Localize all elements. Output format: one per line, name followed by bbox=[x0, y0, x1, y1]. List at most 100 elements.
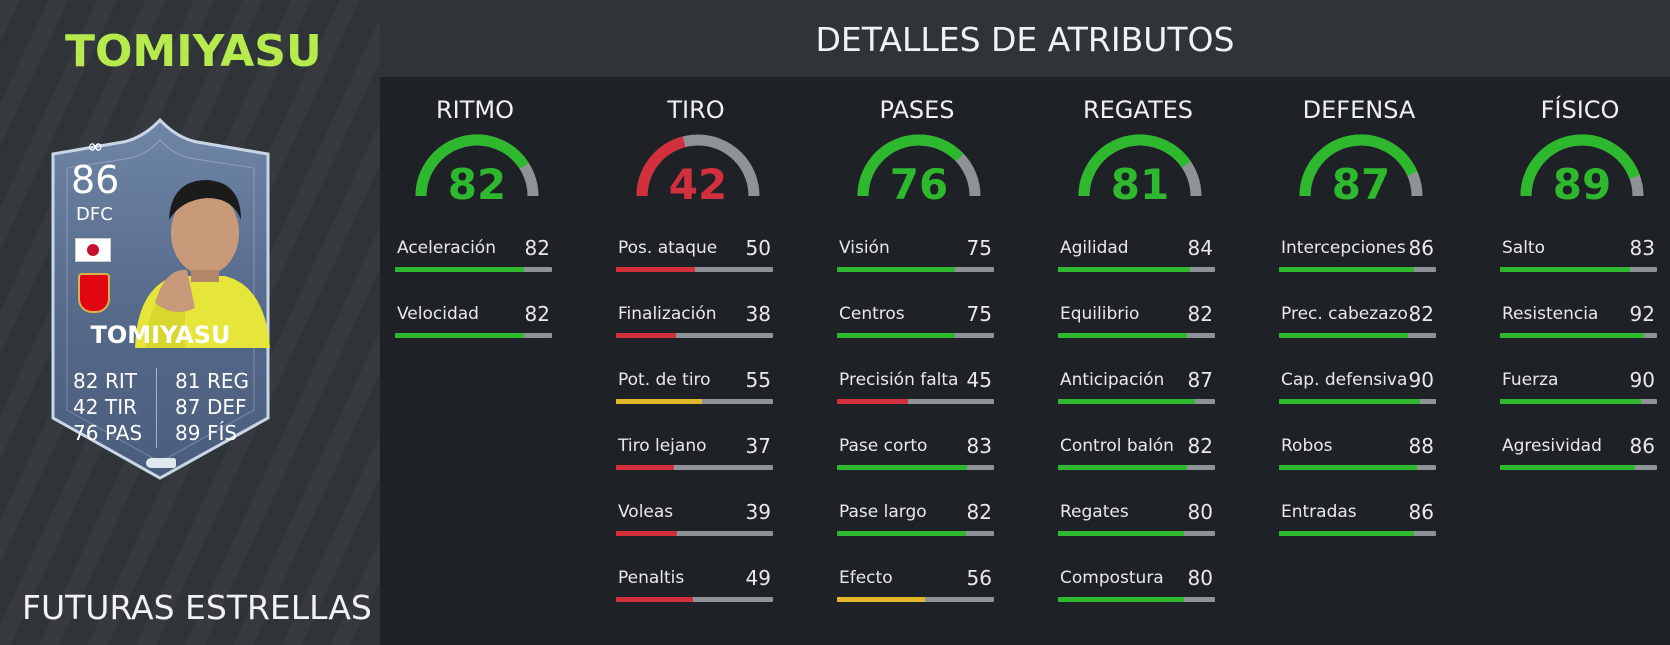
attribute-label: Intercepciones bbox=[1281, 238, 1406, 258]
attribute-row: Anticipación 87 bbox=[1058, 368, 1215, 410]
attribute-row: Pot. de tiro 55 bbox=[616, 368, 773, 410]
category-title: DEFENSA bbox=[1302, 96, 1416, 124]
attribute-label: Visión bbox=[839, 238, 890, 258]
attribute-value: 49 bbox=[745, 566, 771, 590]
attribute-value: 75 bbox=[966, 236, 992, 260]
gauge-fill bbox=[415, 134, 529, 197]
card-divider bbox=[156, 368, 157, 448]
attribute-bar bbox=[1279, 333, 1436, 338]
attribute-bar-fill bbox=[616, 465, 675, 470]
attribute-label: Precisión falta bbox=[839, 370, 959, 390]
attribute-row: Equilibrio 82 bbox=[1058, 302, 1215, 344]
attribute-row: Compostura 80 bbox=[1058, 566, 1215, 608]
category-rating: 87 bbox=[1331, 160, 1391, 209]
attribute-bar bbox=[395, 267, 552, 272]
attribute-label: Regates bbox=[1060, 502, 1129, 522]
attribute-bar bbox=[837, 399, 994, 404]
category-rating: 81 bbox=[1110, 160, 1170, 209]
attribute-label: Pase largo bbox=[839, 502, 927, 522]
attribute-value: 39 bbox=[745, 500, 771, 524]
player-card[interactable]: ∞ 86 DFC TOMIYASU 82 RIT 42 TIR 76 PAS 81 RE… bbox=[43, 118, 278, 480]
attribute-value: 50 bbox=[745, 236, 771, 260]
attribute-bar bbox=[616, 333, 773, 338]
attribute-bar bbox=[837, 333, 994, 338]
attribute-bar-fill bbox=[1279, 531, 1415, 536]
attribute-value: 45 bbox=[966, 368, 992, 392]
attribute-label: Resistencia bbox=[1502, 304, 1599, 324]
attribute-value: 82 bbox=[524, 302, 550, 326]
attribute-value: 87 bbox=[1187, 368, 1213, 392]
attribute-bar-fill bbox=[1058, 465, 1187, 470]
card-player-name: TOMIYASU bbox=[90, 321, 231, 349]
attribute-bar bbox=[1058, 399, 1215, 404]
attribute-label: Equilibrio bbox=[1060, 304, 1140, 324]
attribute-row: Regates 80 bbox=[1058, 500, 1215, 542]
attribute-label: Aceleración bbox=[397, 238, 496, 258]
attribute-row: Pase corto 83 bbox=[837, 434, 994, 476]
attribute-bar bbox=[1279, 465, 1436, 470]
category-rating: 42 bbox=[668, 160, 728, 209]
attribute-value: 80 bbox=[1187, 500, 1213, 524]
attribute-row: Agresividad 86 bbox=[1500, 434, 1657, 476]
attribute-label: Anticipación bbox=[1060, 370, 1165, 390]
card-stats-left: 82 RIT 42 TIR 76 PAS bbox=[73, 368, 142, 446]
attribute-bar-fill bbox=[837, 531, 966, 536]
attribute-label: Velocidad bbox=[397, 304, 479, 324]
attribute-bar-fill bbox=[1279, 267, 1415, 272]
attribute-row: Salto 83 bbox=[1500, 236, 1657, 278]
card-stat: 89 FÍS bbox=[175, 421, 238, 445]
attribute-row: Intercepciones 86 bbox=[1279, 236, 1436, 278]
category-rating: 76 bbox=[889, 160, 949, 209]
attribute-row: Prec. cabezazo 82 bbox=[1279, 302, 1436, 344]
attribute-value: 82 bbox=[966, 500, 992, 524]
attribute-bar bbox=[1279, 399, 1436, 404]
attribute-bar bbox=[1058, 531, 1215, 536]
attribute-row: Entradas 86 bbox=[1279, 500, 1436, 542]
attribute-row: Efecto 56 bbox=[837, 566, 994, 608]
attribute-bar-fill bbox=[1058, 267, 1190, 272]
attribute-value: 92 bbox=[1629, 302, 1655, 326]
attribute-value: 86 bbox=[1408, 236, 1434, 260]
attribute-label: Robos bbox=[1281, 436, 1333, 456]
attribute-bar bbox=[1500, 333, 1657, 338]
attribute-bar bbox=[1058, 465, 1215, 470]
attribute-row: Finalización 38 bbox=[616, 302, 773, 344]
attribute-bar bbox=[1500, 399, 1657, 404]
attribute-bar-fill bbox=[1058, 531, 1184, 536]
attribute-bar-fill bbox=[1500, 267, 1631, 272]
attribute-bar-fill bbox=[1058, 333, 1187, 338]
attribute-row: Tiro lejano 37 bbox=[616, 434, 773, 476]
arsenal-crest-icon bbox=[78, 273, 110, 313]
attribute-value: 84 bbox=[1187, 236, 1213, 260]
card-stat: 42 TIR bbox=[73, 395, 138, 419]
attribute-row: Visión 75 bbox=[837, 236, 994, 278]
attribute-label: Entradas bbox=[1281, 502, 1357, 522]
attribute-value: 80 bbox=[1187, 566, 1213, 590]
attribute-row: Aceleración 82 bbox=[395, 236, 552, 278]
page-title: DETALLES DE ATRIBUTOS bbox=[815, 20, 1235, 59]
attribute-bar bbox=[1279, 267, 1436, 272]
attribute-label: Cap. defensiva bbox=[1281, 370, 1408, 390]
attribute-row: Cap. defensiva 90 bbox=[1279, 368, 1436, 410]
attribute-value: 90 bbox=[1629, 368, 1655, 392]
gauge-fill bbox=[857, 134, 964, 197]
attribute-label: Voleas bbox=[618, 502, 674, 522]
attribute-bar bbox=[616, 597, 773, 602]
player-panel: TOMIYASU ∞ 86 DFC TOMIYASU bbox=[0, 0, 380, 645]
card-rating: 86 bbox=[71, 158, 120, 202]
attribute-value: 83 bbox=[966, 434, 992, 458]
gauge-dial bbox=[857, 134, 981, 197]
attribute-bar-fill bbox=[1500, 333, 1645, 338]
attribute-label: Agilidad bbox=[1060, 238, 1129, 258]
gauge-dial bbox=[415, 134, 539, 197]
attribute-bar bbox=[616, 465, 773, 470]
attribute-label: Fuerza bbox=[1502, 370, 1559, 390]
attribute-bar bbox=[1500, 465, 1657, 470]
attribute-bar-fill bbox=[616, 399, 703, 404]
attribute-bar bbox=[1058, 267, 1215, 272]
attribute-value: 56 bbox=[966, 566, 992, 590]
player-name-title: TOMIYASU bbox=[65, 26, 322, 77]
attribute-bar-fill bbox=[837, 465, 968, 470]
attribute-bar-fill bbox=[616, 267, 695, 272]
attribute-row: Resistencia 92 bbox=[1500, 302, 1657, 344]
